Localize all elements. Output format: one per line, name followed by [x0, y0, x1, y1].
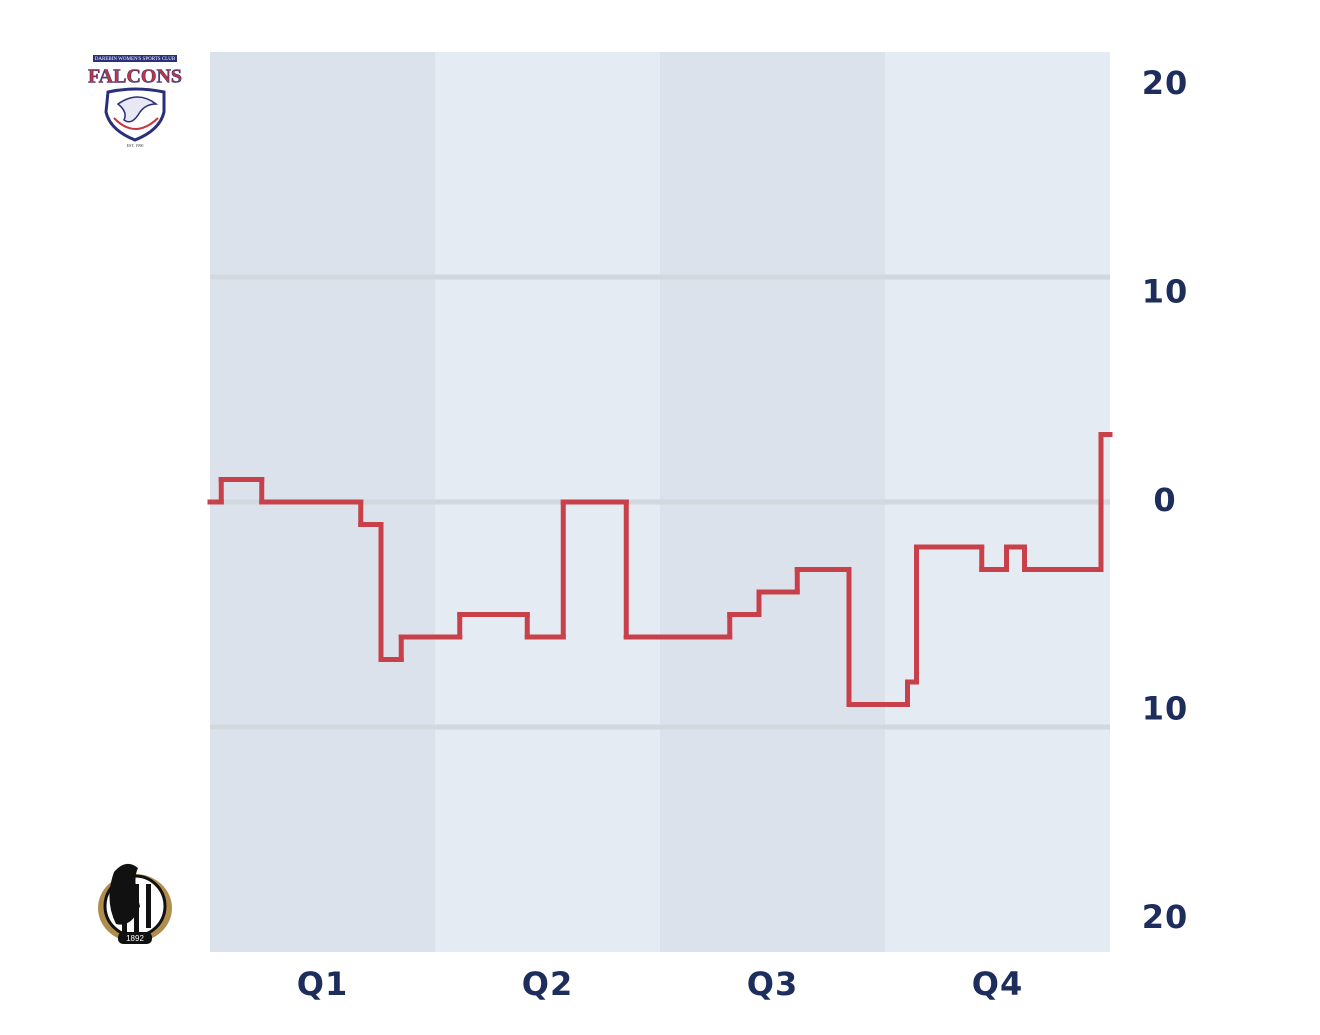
logo-stripe	[113, 117, 159, 130]
x-tick-label: Q3	[747, 965, 798, 1003]
y-tick-label: 0	[1153, 481, 1176, 519]
logo-text: DAREBIN WOMEN'S SPORTS CLUB	[95, 57, 176, 62]
falcons-logo: DAREBIN WOMEN'S SPORTS CLUB FALCONS EST.…	[88, 55, 182, 148]
x-tick-label: Q1	[297, 965, 348, 1003]
x-tick-label: Q2	[522, 965, 573, 1003]
logo-text: 1892	[126, 934, 144, 943]
y-tick-label: 20	[1142, 64, 1189, 102]
y-tick-label: 20	[1142, 898, 1189, 936]
logo-text: FALCONS	[88, 66, 182, 88]
logo-banner	[93, 55, 177, 62]
y-tick-label: 10	[1142, 273, 1189, 311]
y-tick-label: 10	[1142, 690, 1189, 728]
x-tick-label: Q4	[972, 965, 1023, 1003]
logo-ribbon	[118, 932, 152, 944]
logo-bird	[116, 96, 159, 123]
logo-bird	[109, 863, 140, 925]
magpies-logo: 1892	[98, 863, 172, 944]
logo-text: EST. 1990	[127, 143, 144, 148]
score-worm	[207, 432, 1113, 707]
